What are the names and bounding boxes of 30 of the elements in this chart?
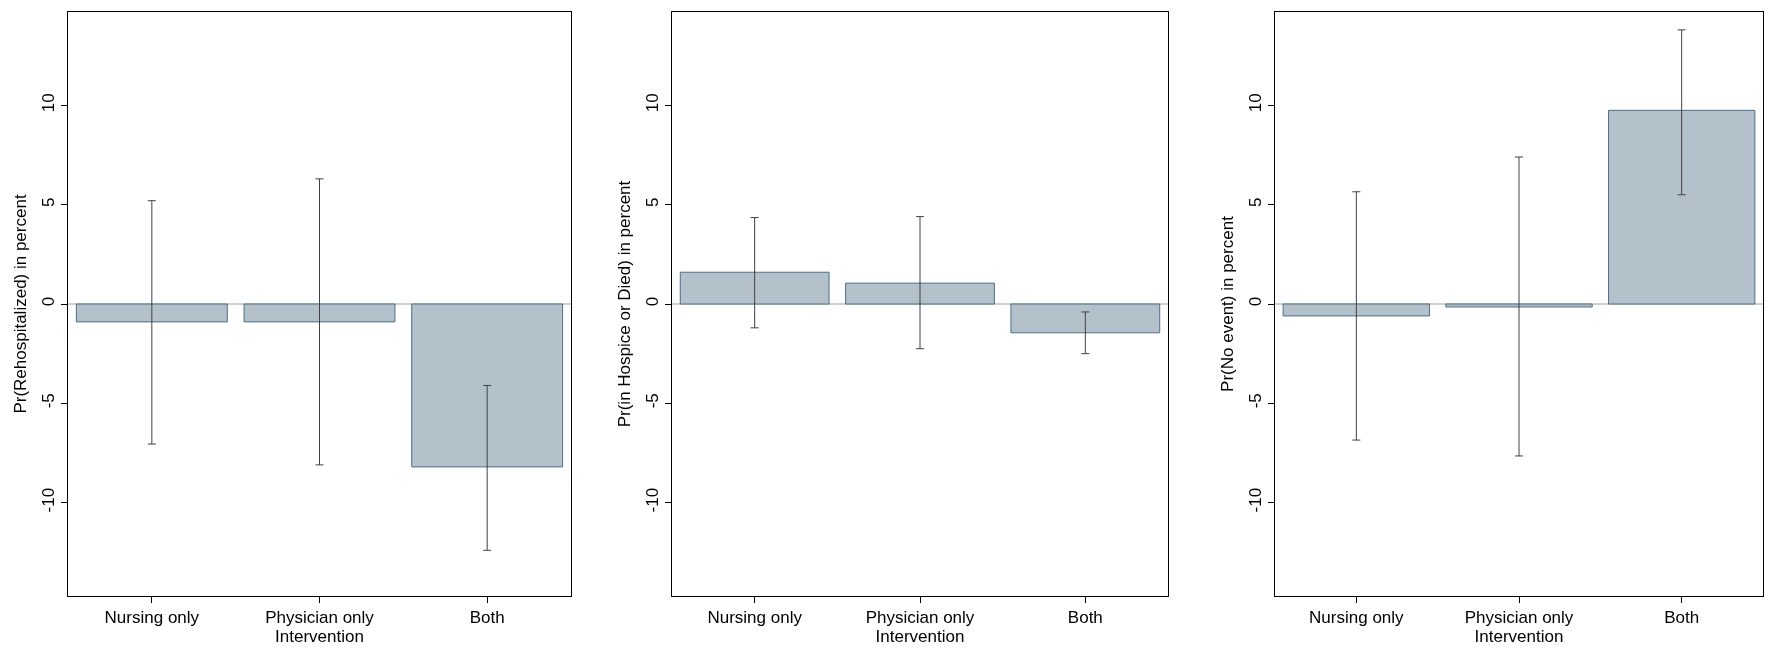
y-tick-label: -10 <box>643 487 663 513</box>
y-tick-label: -10 <box>1246 487 1266 513</box>
y-tick-label: 5 <box>1246 197 1266 207</box>
x-tick-label: Both <box>1664 608 1700 628</box>
y-axis-title: Pr(in Hospice or Died) in percent <box>614 180 634 428</box>
x-tick-label: Physician only <box>265 608 375 628</box>
x-axis-title: Intervention <box>275 627 364 647</box>
y-tick-label: -5 <box>39 393 59 409</box>
y-tick-label: 10 <box>643 93 663 113</box>
y-tick-label: -5 <box>1246 393 1266 409</box>
y-tick-label: 0 <box>1246 296 1266 307</box>
x-axis-title: Intervention <box>875 627 965 647</box>
y-axis-title: Pr(No event) in percent <box>1217 215 1237 392</box>
y-tick-label: -10 <box>39 487 59 513</box>
y-tick-label: -5 <box>643 393 663 409</box>
y-axis-title: Pr(Rehospitalized) in percent <box>10 194 30 414</box>
y-tick-label: 0 <box>39 296 59 307</box>
x-tick-label: Nursing only <box>104 608 200 628</box>
x-tick-label: Both <box>1067 608 1103 628</box>
x-tick-label: Nursing only <box>707 608 803 628</box>
x-tick-label: Both <box>469 608 505 628</box>
y-tick-label: 5 <box>39 197 59 207</box>
x-axis-title: Intervention <box>1474 627 1564 647</box>
y-tick-label: 0 <box>643 296 663 307</box>
y-tick-label: 10 <box>39 93 59 113</box>
y-tick-label: 10 <box>1246 93 1266 113</box>
x-tick-label: Nursing only <box>1309 608 1405 628</box>
x-tick-label: Physician only <box>865 608 975 628</box>
x-tick-label: Physician only <box>1464 608 1574 628</box>
y-tick-label: 5 <box>643 197 663 207</box>
